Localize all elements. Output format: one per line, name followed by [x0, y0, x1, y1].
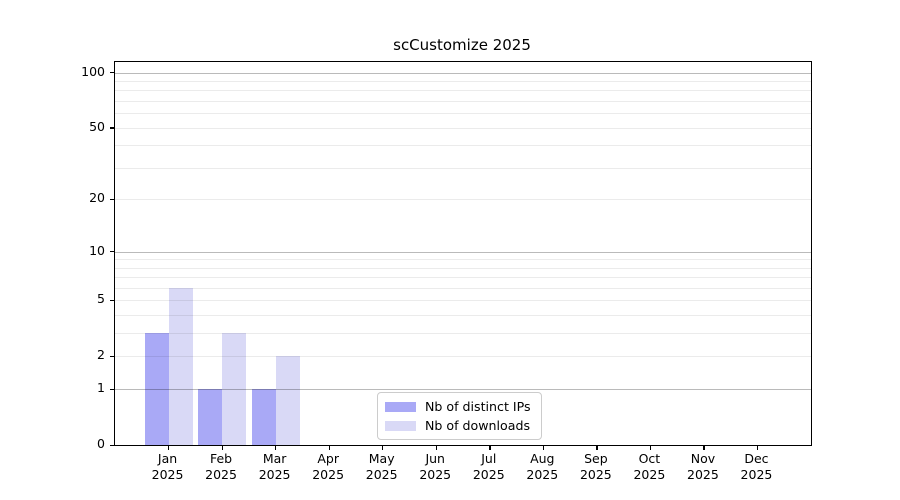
- x-tick-mark-jun: [435, 446, 438, 450]
- y-tick-mark-2: [110, 355, 114, 358]
- gridline-60: [115, 113, 811, 115]
- x-axis-tick-label-feb: Feb 2025: [189, 451, 253, 483]
- gridline-7: [115, 277, 811, 279]
- gridline-10: [115, 251, 811, 253]
- x-tick-mark-aug: [542, 446, 545, 450]
- y-axis-tick-label-20: 20: [89, 190, 105, 206]
- x-tick-mark-sep: [596, 446, 598, 450]
- x-axis-year-label: 2025: [419, 467, 452, 482]
- y-tick-mark-50: [110, 127, 114, 129]
- chart-title: scCustomize 2025: [393, 36, 531, 54]
- gridline-70: [115, 101, 811, 103]
- x-tick-mark-mar: [275, 446, 277, 450]
- gridline-40: [115, 145, 811, 147]
- y-axis-tick-label-0: 0: [97, 436, 105, 451]
- gridline-80: [115, 90, 811, 92]
- gridline-100: [115, 72, 811, 74]
- x-axis-tick-label-aug: Aug 2025: [510, 451, 574, 483]
- y-tick-mark-0: [110, 444, 114, 446]
- x-axis-month-label: Jun: [425, 451, 445, 466]
- y-axis-tick-label-100: 100: [81, 63, 105, 79]
- y-tick-mark-1: [110, 388, 114, 390]
- legend-label-downloads: Nb of downloads: [425, 418, 531, 433]
- x-tick-mark-feb: [221, 446, 223, 450]
- gridline-2: [115, 356, 811, 358]
- y-axis-tick-label-1: 1: [97, 380, 105, 396]
- x-axis-month-label: Sep: [584, 451, 608, 466]
- legend-swatch-downloads: [385, 420, 416, 431]
- legend-swatch-distinct-ips: [385, 401, 416, 412]
- legend-item-distinct-ips: Nb of distinct IPs: [385, 397, 531, 416]
- x-axis-year-label: 2025: [205, 467, 237, 482]
- gridline-3: [115, 333, 811, 335]
- gridline-30: [115, 167, 811, 169]
- x-axis-tick-label-jan: Jan 2025: [136, 451, 200, 483]
- y-tick-mark-20: [110, 198, 114, 201]
- x-axis-month-label: Dec: [744, 451, 769, 466]
- x-axis-month-label: May: [368, 451, 395, 466]
- x-axis-month-label: Jul: [481, 451, 497, 466]
- gridline-90: [115, 81, 811, 82]
- bar-downloads-mar: [275, 356, 300, 445]
- x-axis-tick-label-apr: Apr 2025: [296, 451, 360, 483]
- x-axis-month-label: Aug: [530, 451, 555, 466]
- bar-downloads-jan: [168, 287, 193, 445]
- x-axis-tick-label-nov: Nov 2025: [671, 451, 735, 483]
- x-axis-tick-label-sep: Sep 2025: [564, 451, 628, 483]
- y-axis-tick-label-10: 10: [89, 242, 105, 258]
- gridline-8: [115, 267, 811, 269]
- gridline-9: [115, 259, 811, 261]
- x-tick-mark-oct: [649, 446, 652, 450]
- legend-label-distinct-ips: Nb of distinct IPs: [425, 399, 531, 414]
- x-axis-tick-label-jun: Jun 2025: [403, 451, 467, 483]
- y-tick-mark-5: [110, 299, 114, 302]
- legend-item-downloads: Nb of downloads: [385, 416, 531, 435]
- x-axis-year-label: 2025: [526, 467, 559, 482]
- gridline-4: [115, 315, 811, 317]
- gridline-20: [115, 199, 811, 201]
- x-axis-month-label: Mar: [262, 451, 287, 466]
- x-tick-mark-dec: [756, 446, 759, 450]
- y-axis-tick-label-2: 2: [97, 347, 105, 363]
- x-axis-year-label: 2025: [633, 467, 666, 482]
- x-tick-mark-jan: [168, 446, 170, 450]
- bar-distinct-ips-mar: [251, 389, 276, 445]
- x-axis-year-label: 2025: [365, 467, 398, 482]
- x-axis-year-label: 2025: [472, 467, 505, 482]
- x-axis-month-label: Nov: [690, 451, 716, 466]
- gridline-6: [115, 287, 811, 289]
- y-tick-mark-10: [110, 251, 114, 253]
- x-axis-tick-label-oct: Oct 2025: [617, 451, 681, 483]
- plot-area: Nb of distinct IPs Nb of downloads: [110, 61, 812, 450]
- x-axis-year-label: 2025: [579, 467, 612, 482]
- x-axis-month-label: Apr: [317, 451, 339, 466]
- x-tick-mark-jul: [489, 446, 491, 450]
- x-axis-tick-label-mar: Mar 2025: [243, 451, 307, 483]
- x-axis-tick-label-jul: Jul 2025: [457, 451, 521, 483]
- x-axis-month-label: Jan: [157, 451, 178, 466]
- x-tick-mark-apr: [328, 446, 330, 450]
- y-axis-tick-label-5: 5: [97, 291, 105, 307]
- bar-distinct-ips-jan: [144, 333, 169, 445]
- x-tick-mark-nov: [703, 446, 705, 450]
- bar-distinct-ips-feb: [198, 389, 223, 445]
- legend: Nb of distinct IPs Nb of downloads: [377, 392, 542, 440]
- y-axis-tick-label-50: 50: [89, 118, 105, 134]
- x-axis-month-label: Feb: [209, 451, 233, 466]
- x-tick-mark-may: [382, 446, 384, 450]
- x-axis-month-label: Oct: [638, 451, 661, 466]
- gridline-5: [115, 300, 811, 302]
- x-axis-year-label: 2025: [740, 467, 773, 482]
- x-axis-tick-label-dec: Dec 2025: [724, 451, 788, 483]
- gridline-50: [115, 127, 811, 129]
- x-axis-year-label: 2025: [687, 467, 719, 482]
- x-axis-tick-label-may: May 2025: [350, 451, 414, 483]
- x-axis-year-label: 2025: [258, 467, 291, 482]
- x-axis-year-label: 2025: [312, 467, 345, 482]
- x-axis-year-label: 2025: [151, 467, 184, 482]
- bar-downloads-feb: [222, 333, 247, 445]
- y-tick-mark-100: [110, 72, 114, 74]
